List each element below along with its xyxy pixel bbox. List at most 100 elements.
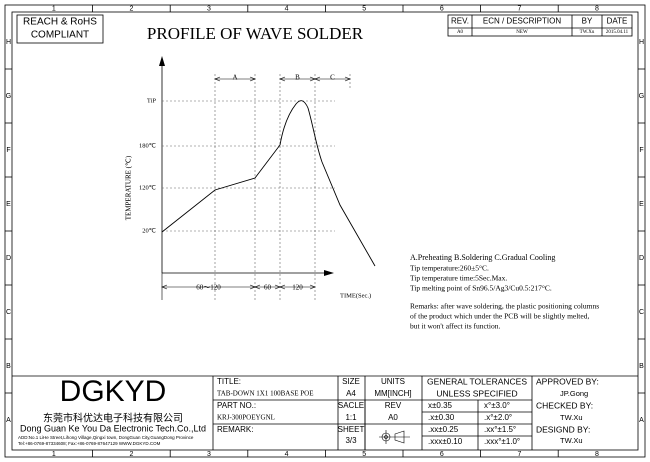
column-label: 2: [129, 5, 133, 12]
row-label: H: [639, 39, 644, 46]
dimension-label: 120: [292, 284, 303, 292]
signature-label: CHECKED BY:: [536, 400, 593, 410]
label: UNITS: [381, 377, 405, 386]
column-label: 2: [129, 451, 133, 458]
tolerance: .xxx±0.10: [428, 437, 463, 446]
tolerance: x°±3.0°: [484, 401, 510, 410]
column-label: 7: [517, 451, 521, 458]
label: SACLE: [338, 401, 364, 410]
column-label: 1: [52, 5, 56, 12]
dimension-label: B: [295, 74, 300, 82]
revision-header: DATE: [607, 17, 628, 26]
compliance: COMPLIANT: [31, 30, 89, 41]
tolerance: .x±0.30: [428, 413, 455, 422]
tolerance: x±0.35: [428, 401, 453, 410]
tolerance: .xxx°±1.0°: [484, 437, 520, 446]
value: A0: [388, 413, 398, 422]
label: SIZE: [342, 377, 360, 386]
logo: DGKYD: [60, 375, 167, 408]
value: KRJ-300POEYGNL: [217, 414, 275, 422]
dimension-label: 60: [264, 284, 272, 292]
value: MM[INCH]: [374, 389, 411, 398]
company: Dong Guan Ke You Da Electronic Tech.Co.,…: [20, 423, 206, 433]
note: Remarks: after wave soldering, the plast…: [410, 302, 599, 311]
row-label: C: [6, 309, 11, 316]
arrow: [314, 76, 351, 82]
column-label: 4: [285, 451, 289, 458]
column-label: 5: [362, 5, 366, 12]
tolerance: .x°±2.0°: [484, 413, 512, 422]
revision-table: [447, 14, 633, 37]
arrow: [279, 284, 316, 290]
address: ADD:No.1 LiHe Street,Lihong Village,Qing…: [18, 435, 194, 440]
level-label: TiP: [147, 97, 157, 104]
label: REMARK:: [217, 425, 253, 434]
column-label: 6: [440, 5, 444, 12]
label: PART NO.:: [217, 401, 256, 410]
y-axis-label: TEMPERATURE (℃): [125, 155, 133, 220]
value: A4: [346, 389, 356, 398]
signature-label: APPROVED BY:: [536, 376, 599, 386]
row-label: G: [6, 93, 11, 100]
note: Tip temperature time:5Sec.Max.: [410, 274, 507, 283]
note: of the product which under the PCB will …: [410, 312, 589, 321]
tolerance-header: UNLESS SPECIFIED: [436, 388, 517, 398]
level-label: 180℃: [139, 142, 157, 149]
revision-header: ECN / DESCRIPTION: [483, 17, 561, 26]
label: REV: [385, 401, 402, 410]
row-label: A: [6, 417, 11, 424]
column-label: 3: [207, 5, 211, 12]
signature-label: DESIGND BY:: [536, 424, 590, 434]
compliance: REACH & RoHS: [23, 17, 97, 28]
profile-curve: [161, 100, 376, 267]
row-label: D: [639, 255, 644, 262]
x-axis-label: TIME(Sec.): [340, 292, 371, 299]
row-label: G: [639, 93, 644, 100]
dimension-label: 60～120: [196, 284, 221, 292]
row-label: F: [6, 147, 10, 154]
note: Tip temperature:260±5°C.: [410, 264, 489, 273]
row-label: E: [6, 201, 11, 208]
tolerance: .xx±0.25: [428, 425, 459, 434]
row-label: H: [6, 39, 11, 46]
contact: Tel:+86-0769-87334608; Fax:+86-0769-8764…: [18, 441, 161, 446]
arrow: [214, 76, 256, 82]
row-label: A: [639, 417, 644, 424]
note: but it won't affect its function.: [410, 322, 500, 331]
value: 1:1: [345, 413, 357, 422]
column-label: 7: [517, 5, 521, 12]
tolerance-header: GENERAL TOLERANCES: [427, 376, 527, 386]
signature: JP.Gong: [560, 389, 588, 398]
column-label: 8: [595, 5, 599, 12]
level-label: 120℃: [139, 184, 157, 191]
revision-cell: A0: [457, 30, 464, 35]
label: TITLE:: [217, 377, 241, 386]
row-label: C: [639, 309, 644, 316]
projection-symbol: [379, 430, 410, 444]
column-label: 3: [207, 451, 211, 458]
arrow: [324, 270, 334, 276]
column-label: 6: [440, 451, 444, 458]
column-label: 5: [362, 451, 366, 458]
revision-cell: NEW: [516, 30, 528, 35]
row-label: D: [6, 255, 11, 262]
revision-cell: TW.Xu: [580, 30, 595, 35]
level-label: 20℃: [142, 227, 157, 234]
arrow: [159, 56, 165, 66]
page-title: PROFILE OF WAVE SOLDER: [147, 24, 364, 43]
column-label: 4: [285, 5, 289, 12]
revision-cell: 2015.04.11: [606, 30, 629, 35]
signature: TW.Xu: [560, 413, 583, 422]
dimension-label: A: [232, 74, 237, 82]
row-label: B: [639, 363, 644, 370]
note: Tip melting point of Sn96.5/Ag3/Cu0.5:21…: [410, 284, 552, 293]
column-label: 8: [595, 451, 599, 458]
note: A.Preheating B.Soldering C.Gradual Cooli…: [410, 253, 555, 262]
value: 3/3: [345, 436, 357, 445]
signature: TW.Xu: [560, 436, 583, 445]
company: 东莞市科优达电子科技有限公司: [43, 412, 183, 425]
row-label: E: [639, 201, 644, 208]
value: TAB-DOWN 1X1 100BASE POE: [217, 390, 313, 398]
row-label: F: [639, 147, 643, 154]
